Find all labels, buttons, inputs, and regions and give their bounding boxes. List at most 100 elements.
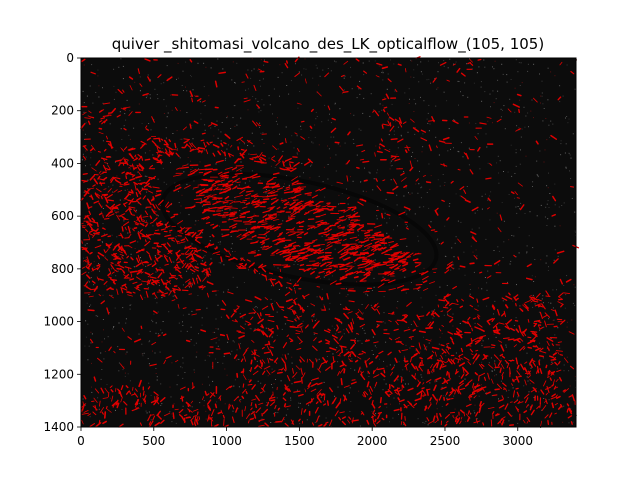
flow-arrow xyxy=(218,71,227,75)
flow-arrow xyxy=(486,116,492,119)
flow-arrow xyxy=(115,159,122,162)
flow-arrow xyxy=(245,193,252,197)
flow-arrow xyxy=(467,379,473,385)
flow-arrow xyxy=(320,262,327,267)
flow-arrow xyxy=(475,411,479,417)
flow-arrow xyxy=(549,377,552,381)
flow-arrow xyxy=(152,186,160,189)
flow-arrow xyxy=(249,366,253,373)
flow-arrow xyxy=(100,172,104,175)
flow-arrow xyxy=(348,416,352,420)
flow-arrow xyxy=(97,151,101,153)
flow-arrow xyxy=(123,181,129,185)
flow-arrow xyxy=(487,407,495,409)
flow-arrow xyxy=(337,247,346,254)
flow-arrow xyxy=(170,152,175,155)
flow-arrow xyxy=(374,418,377,423)
flow-arrow xyxy=(350,219,354,222)
flow-arrow xyxy=(253,328,259,332)
flow-arrow xyxy=(434,351,437,357)
flow-arrow xyxy=(243,99,251,103)
flow-arrow xyxy=(446,370,449,376)
flow-arrow xyxy=(154,193,162,197)
flow-arrow xyxy=(339,232,348,236)
flow-arrow xyxy=(504,403,509,410)
flow-arrow xyxy=(368,252,375,257)
flow-arrow xyxy=(102,115,109,117)
flow-arrow xyxy=(226,333,229,341)
flow-arrow xyxy=(356,166,360,169)
flow-arrow xyxy=(459,186,465,191)
flow-arrow xyxy=(477,58,482,61)
flow-arrow xyxy=(339,351,343,355)
flow-arrow xyxy=(373,409,376,413)
flow-arrow xyxy=(279,142,284,145)
flow-arrow xyxy=(123,221,130,226)
flow-arrow xyxy=(160,138,164,141)
flow-arrow xyxy=(273,218,280,221)
flow-arrow xyxy=(529,298,534,301)
flow-arrow xyxy=(129,278,135,281)
flow-arrow xyxy=(276,371,283,374)
flow-arrow xyxy=(402,263,409,267)
flow-arrow xyxy=(103,148,107,152)
flow-arrow xyxy=(317,382,323,386)
flow-arrow xyxy=(376,150,383,154)
flow-arrow xyxy=(481,402,485,407)
flow-arrow xyxy=(342,90,349,94)
flow-arrow xyxy=(557,360,561,365)
flow-arrow xyxy=(356,270,362,274)
flow-arrow xyxy=(454,390,457,395)
flow-arrow xyxy=(242,206,248,209)
flow-arrow xyxy=(292,297,298,302)
flow-arrow xyxy=(390,138,398,141)
flow-arrow xyxy=(364,263,371,268)
flow-arrow xyxy=(164,148,168,153)
flow-arrow xyxy=(459,420,462,425)
flow-arrow xyxy=(274,228,279,232)
flow-arrow xyxy=(317,389,322,395)
flow-arrow xyxy=(352,212,359,216)
flow-arrow xyxy=(265,245,273,251)
flow-arrow xyxy=(548,369,551,375)
flow-arrow xyxy=(219,214,229,217)
flow-arrow xyxy=(524,397,529,404)
flow-arrow xyxy=(348,224,357,228)
flow-arrow xyxy=(454,357,460,361)
flow-arrow xyxy=(224,207,230,210)
flow-arrow xyxy=(162,292,169,295)
flow-arrow xyxy=(206,292,209,298)
flow-arrow xyxy=(337,331,342,333)
flow-arrow xyxy=(345,328,350,334)
flow-arrow xyxy=(234,319,238,323)
flow-arrow xyxy=(396,389,401,396)
flow-arrow xyxy=(371,403,376,409)
flow-arrow xyxy=(144,58,151,62)
flow-arrow xyxy=(519,345,525,352)
flow-arrow xyxy=(278,368,282,371)
flow-arrow xyxy=(103,188,107,190)
flow-arrow xyxy=(192,415,197,417)
flow-arrow xyxy=(378,405,382,409)
flow-arrow xyxy=(269,349,274,356)
flow-arrow xyxy=(299,359,302,363)
flow-arrow xyxy=(347,324,352,331)
flow-arrow xyxy=(105,243,111,249)
flow-arrow xyxy=(113,350,116,354)
flow-arrow xyxy=(460,416,463,420)
flow-arrow xyxy=(245,190,254,193)
flow-arrow xyxy=(379,241,385,244)
flow-arrow xyxy=(258,151,263,158)
flow-arrow xyxy=(557,406,562,410)
flow-arrow xyxy=(281,358,286,364)
flow-arrow xyxy=(149,215,153,219)
flow-arrow xyxy=(222,414,225,419)
flow-arrow xyxy=(141,220,149,224)
flow-arrow xyxy=(355,58,360,62)
flow-arrow xyxy=(154,396,156,403)
flow-arrow xyxy=(291,183,300,186)
flow-arrow xyxy=(438,140,446,144)
flow-arrow xyxy=(224,166,233,170)
flow-arrow xyxy=(88,223,94,230)
flow-arrow xyxy=(120,397,123,403)
